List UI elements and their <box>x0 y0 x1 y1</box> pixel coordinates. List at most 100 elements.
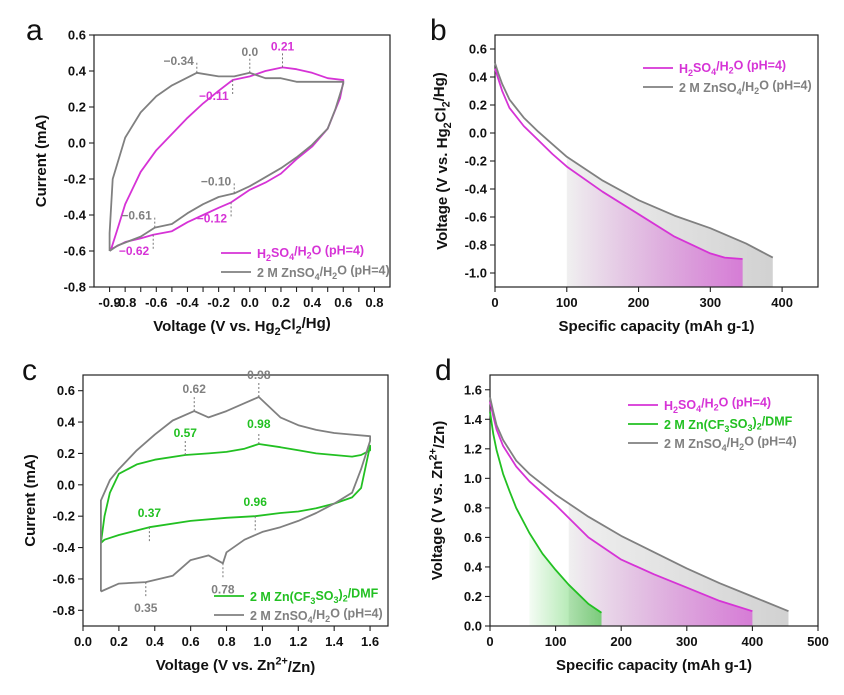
legend-label: 2 M ZnSO4​/H2​O (pH=4) <box>679 79 812 98</box>
capacity-shading <box>529 532 602 626</box>
panel-letter-b: b <box>430 14 447 47</box>
peak-label: 0.78 <box>211 582 235 596</box>
x-tick-label: 0 <box>491 295 498 310</box>
y-tick-label: -0.4 <box>64 208 87 223</box>
panel-letter-a: a <box>26 14 43 47</box>
y-axis-label: Voltage (V vs. Zn2+​/Zn) <box>428 421 449 581</box>
plot-frame <box>489 374 819 627</box>
x-tick-label: -0.8 <box>114 295 136 310</box>
peak-label: −0.34 <box>163 54 194 68</box>
legend-label: 2 M Zn(CF3​SO3​)2​/DMF <box>250 586 379 606</box>
series-line <box>108 71 345 252</box>
peak-label: 0.98 <box>247 417 271 431</box>
series-line <box>489 401 753 613</box>
y-tick-label: 0.2 <box>68 100 86 115</box>
y-tick-label: -0.8 <box>64 280 86 295</box>
panel-b: b 0 100 200 300 400 -1.0 -0.8 -0.6 -0.4 -0.2 0.0 0.2… <box>430 14 819 335</box>
x-tick-label: -0.4 <box>176 295 199 310</box>
x-tick-label: 300 <box>676 634 698 649</box>
y-tick-label: 0.6 <box>68 28 86 43</box>
y-tick-label: 0.2 <box>57 446 75 461</box>
x-tick-label: -0.2 <box>207 295 229 310</box>
x-axis-label: Specific capacity (mAh g-1) <box>559 318 755 335</box>
y-tick-label: -0.6 <box>465 210 487 225</box>
y-tick-label: 0.0 <box>68 136 86 151</box>
x-axis-label: Specific capacity (mAh g-1) <box>556 657 752 674</box>
legend-label: H2​SO4​/H2​O (pH=4) <box>679 58 786 78</box>
x-tick-label: 0.8 <box>365 295 383 310</box>
peak-label: 0.57 <box>174 426 198 440</box>
y-tick-label: -0.2 <box>465 154 487 169</box>
plot-frame <box>82 374 389 627</box>
y-tick-label: -0.4 <box>53 540 76 555</box>
x-tick-label: 1.4 <box>325 634 344 649</box>
x-tick-label: 400 <box>742 634 764 649</box>
y-tick-label: 0.4 <box>68 64 87 79</box>
peak-label: 0.37 <box>138 506 162 520</box>
series-line <box>489 411 603 614</box>
peak-label: 0.21 <box>271 39 295 53</box>
x-tick-label: 0.2 <box>110 634 128 649</box>
y-axis-label: Current (mA) <box>22 454 39 547</box>
capacity-shading <box>566 166 743 287</box>
y-tick-label: 0.6 <box>469 42 487 57</box>
x-axis-label: Voltage (V vs. Hg2​Cl2​/Hg) <box>153 315 331 338</box>
y-tick-label: -1.0 <box>465 266 487 281</box>
x-tick-label: 500 <box>807 634 829 649</box>
panel-letter-d: d <box>435 354 452 387</box>
y-tick-label: -0.2 <box>53 509 75 524</box>
x-tick-label: 1.6 <box>361 634 379 649</box>
y-tick-label: 0.4 <box>57 415 76 430</box>
plot-frame <box>93 34 391 288</box>
legend: H2​SO4​/H2​O (pH=4)2 M ZnSO4​/H2​O (pH=4… <box>221 243 390 282</box>
y-tick-label: 0.2 <box>469 98 487 113</box>
peak-label: −0.11 <box>199 89 229 103</box>
x-tick-label: 0.6 <box>334 295 352 310</box>
legend-label: H2​SO4​/H2​O (pH=4) <box>257 243 364 263</box>
x-tick-label: 0.6 <box>182 634 200 649</box>
x-tick-label: 400 <box>771 295 793 310</box>
panel-a: a-0.9-0.8 -0.6 -0.4 -0.2 0.0 0.2 0.4 0.6 0.8-0.8… <box>26 14 391 338</box>
x-tick-label: 200 <box>610 634 632 649</box>
y-tick-label: 1.2 <box>464 441 482 456</box>
x-tick-label: 1.0 <box>253 634 271 649</box>
x-tick-label: -0.9 <box>98 295 120 310</box>
legend-label: 2 M ZnSO4​/H2​O (pH=4) <box>664 435 797 454</box>
y-tick-label: -0.8 <box>53 603 75 618</box>
peak-label: −0.62 <box>119 244 150 258</box>
y-tick-label: 0.4 <box>469 70 488 85</box>
series-line <box>494 62 774 259</box>
series-line <box>100 396 371 593</box>
peak-label: −0.12 <box>197 211 228 225</box>
series-line <box>489 396 789 613</box>
x-tick-label: 0.0 <box>241 295 259 310</box>
x-tick-label: 100 <box>556 295 578 310</box>
x-axis-label: Voltage (V vs. Zn2+​/Zn) <box>156 656 316 677</box>
capacity-shading <box>568 517 753 626</box>
peak-label: 0.35 <box>134 601 158 615</box>
legend-label: 2 M ZnSO4​/H2​O (pH=4) <box>257 264 390 283</box>
peak-label: 0.62 <box>183 382 207 396</box>
y-tick-label: 0.8 <box>464 500 482 515</box>
x-tick-label: -0.6 <box>145 295 167 310</box>
x-tick-label: 200 <box>628 295 650 310</box>
legend: H2​SO4​/H2​O (pH=4)2 M Zn(CF3​SO3​)2​/DM… <box>628 395 797 453</box>
y-tick-label: 0.0 <box>57 477 75 492</box>
y-tick-label: 0.2 <box>464 589 482 604</box>
y-tick-label: 0.0 <box>469 126 487 141</box>
y-tick-label: -0.6 <box>53 571 75 586</box>
y-axis-label: Current (mA) <box>33 115 50 208</box>
x-tick-label: 0 <box>486 634 493 649</box>
x-tick-label: 0.4 <box>303 295 322 310</box>
peak-label: −0.10 <box>201 174 232 188</box>
y-axis-label: Voltage (V vs. Hg2​Cl2​/Hg) <box>431 72 454 250</box>
y-tick-label: 0.6 <box>464 530 482 545</box>
x-tick-label: 0.4 <box>146 634 165 649</box>
legend-label: 2 M Zn(CF3​SO3​)2​/DMF <box>664 414 793 434</box>
panel-d: d 0 100 200 300 400 500 0.0 0.2 0.4 0.6 0.8 1.0 1.2 1.… <box>428 354 829 674</box>
legend-label: 2 M ZnSO4​/H2​O (pH=4) <box>250 607 383 626</box>
y-tick-label: 0.4 <box>464 559 483 574</box>
y-tick-label: 1.0 <box>464 471 482 486</box>
